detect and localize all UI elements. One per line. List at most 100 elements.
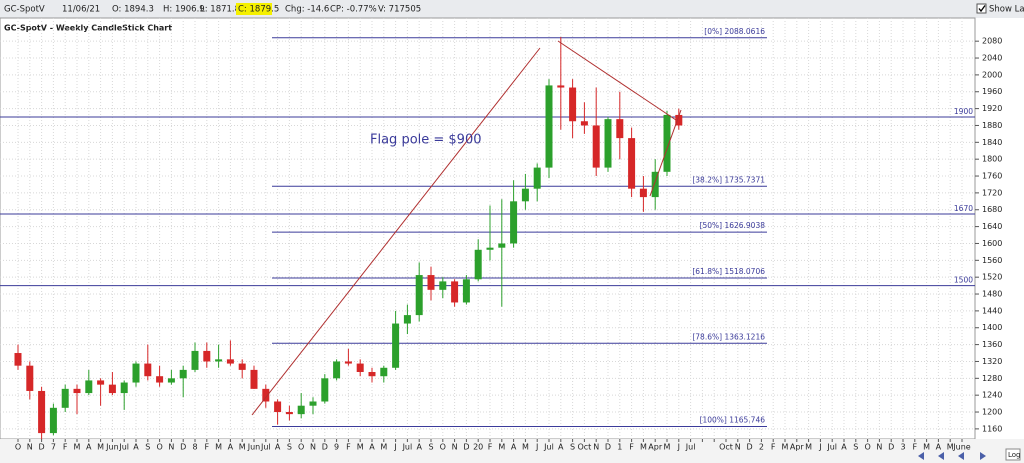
checkbox[interactable] <box>976 3 987 14</box>
candle-body <box>215 359 223 362</box>
y-tick-label: 1400 <box>982 323 1002 332</box>
y-tick-label: 1600 <box>982 239 1002 248</box>
candle-body <box>403 315 411 324</box>
x-tick-label: N <box>735 443 741 452</box>
candle-body <box>451 281 459 303</box>
date: 11/06/21 <box>62 5 100 15</box>
annotation: Flag pole = $900 <box>370 133 482 148</box>
y-tick-label: 1240 <box>982 391 1002 400</box>
close: C: 1879.5 <box>238 5 279 15</box>
y-tick-label: 2080 <box>982 37 1002 46</box>
nav-right[interactable] <box>980 452 986 460</box>
candle-body <box>262 388 270 402</box>
upper-trend-line <box>557 40 677 121</box>
candle-body <box>498 243 506 248</box>
change-pct: CP: -0.77% <box>330 5 377 15</box>
log-button[interactable] <box>1005 448 1021 461</box>
x-tick-label: 1 <box>617 443 622 452</box>
candle-body <box>439 281 447 290</box>
x-tick-label: S <box>287 443 292 452</box>
high: H: 1906.9 <box>163 5 205 15</box>
x-tick-label: Jul <box>685 443 696 452</box>
nav-left2[interactable] <box>938 452 944 460</box>
change: Chg: -14.6 <box>285 5 329 15</box>
candle-body <box>533 167 541 189</box>
x-tick-label: M <box>805 443 812 452</box>
nav-left[interactable] <box>918 452 924 460</box>
x-tick-label: 7 <box>51 443 56 452</box>
x-tick-label: D <box>605 443 611 452</box>
candle-body <box>144 363 152 377</box>
x-tick-label: M <box>215 443 222 452</box>
y-tick-label: 1640 <box>982 222 1002 231</box>
x-tick-label: F <box>771 443 776 452</box>
fib-label: [0%] 2088.0616 <box>704 27 765 36</box>
fib-name: [0%] <box>704 27 722 36</box>
x-tick-label: F <box>63 443 68 452</box>
candle-body <box>97 380 105 385</box>
y-tick-label: 2040 <box>982 54 1002 63</box>
x-tick-label: O <box>156 443 162 452</box>
fib-name: [50%] <box>700 221 723 230</box>
candle-body <box>321 378 329 402</box>
low: L: 1871.8 <box>200 5 240 15</box>
x-tick-label: N <box>876 443 882 452</box>
x-tick-label: Jul <box>260 443 271 452</box>
x-tick-label: M <box>522 443 529 452</box>
y-tick-label: 1160 <box>982 424 1002 433</box>
x-tick-label: D <box>180 443 186 452</box>
candle-body <box>474 249 482 280</box>
candle-body <box>616 119 624 139</box>
candle-body <box>557 85 565 88</box>
candle-body <box>167 378 175 383</box>
x-tick-label: A <box>275 443 281 452</box>
y-tick-label: 1520 <box>982 273 1002 282</box>
lower-trend-line <box>649 109 682 197</box>
x-tick-label: D <box>747 443 753 452</box>
candle-body <box>344 361 352 364</box>
y-tick-label: 1280 <box>982 374 1002 383</box>
x-tick-label: D <box>322 443 328 452</box>
candle-body <box>14 353 22 366</box>
fib-label: [61.8%] 1518.0706 <box>692 267 765 276</box>
x-tick-label: S <box>145 443 150 452</box>
y-tick-label: 1960 <box>982 87 1002 96</box>
candle-body <box>297 405 305 415</box>
candle-body <box>639 188 647 198</box>
fib-name: [61.8%] <box>692 267 722 276</box>
nav-left3[interactable] <box>958 452 964 460</box>
y-tick-label: 1440 <box>982 306 1002 315</box>
x-tick-label: June <box>952 443 971 452</box>
x-tick-label: Jul <box>826 443 837 452</box>
y-tick-label: 1720 <box>982 188 1002 197</box>
x-tick-label: Apr <box>648 443 663 452</box>
volume: V: 717505 <box>378 5 421 15</box>
y-tick-label: 1360 <box>982 340 1002 349</box>
x-tick-label: J <box>393 443 396 452</box>
candle-body <box>61 388 69 408</box>
x-tick-label: A <box>369 443 375 452</box>
show-last[interactable]: Show Last <box>989 5 1024 15</box>
candle-body <box>132 363 140 383</box>
x-tick-label: A <box>936 443 942 452</box>
candle-body <box>85 380 93 394</box>
x-tick-label: M <box>664 443 671 452</box>
x-tick-label: N <box>452 443 458 452</box>
candle-body <box>368 371 376 377</box>
candle-body <box>203 350 211 362</box>
y-tick-label: 1480 <box>982 290 1002 299</box>
x-tick-label: F <box>912 443 917 452</box>
fib-label: [78.6%] 1363.1216 <box>692 332 765 341</box>
x-tick-label: M <box>640 443 647 452</box>
fib-label: [38.2%] 1735.7371 <box>692 175 765 184</box>
candle-body <box>392 323 400 368</box>
x-tick-label: F <box>204 443 209 452</box>
candle-body <box>510 201 518 244</box>
x-tick-label: M <box>782 443 789 452</box>
candle-body <box>580 121 588 126</box>
open: O: 1894.3 <box>112 5 154 15</box>
x-tick-label: D <box>39 443 45 452</box>
log-label[interactable]: Log <box>1008 451 1021 459</box>
x-tick-label: O <box>298 443 304 452</box>
